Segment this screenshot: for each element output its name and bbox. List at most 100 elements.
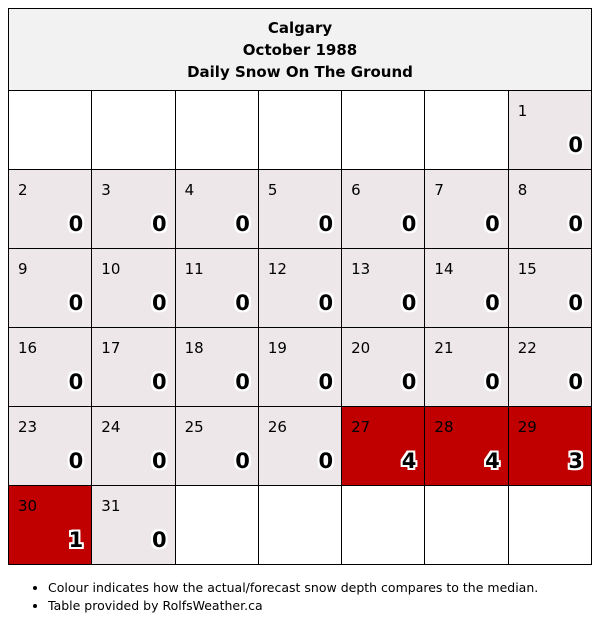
day-number: 7 [434, 181, 444, 199]
snow-depth-value: 0 [68, 212, 84, 236]
calendar-body: 1 0 2 0 3 0 4 0 5 0 6 0 7 0 8 0 9 0 10 0 11 0 12 0 13 0 14 0 15 0 16 0 1… [7, 90, 593, 565]
snow-depth-value: 0 [151, 212, 167, 236]
day-number: 13 [351, 260, 371, 278]
day-number: 24 [101, 418, 121, 436]
day-number: 26 [267, 418, 287, 436]
snow-depth-value: 0 [318, 212, 334, 236]
calendar-week-row: 9 0 10 0 11 0 12 0 13 0 14 0 15 0 [7, 248, 593, 328]
calendar-week-row: 30 1 31 0 [7, 485, 593, 565]
day-cell: 30 1 [7, 485, 93, 565]
snow-depth-value: 0 [568, 291, 583, 315]
day-number: 6 [351, 181, 361, 199]
snow-depth-value: 0 [568, 212, 583, 236]
day-number: 17 [101, 339, 121, 357]
day-cell: 28 4 [424, 406, 509, 486]
day-number: 1 [517, 102, 528, 120]
day-number: 2 [18, 181, 28, 199]
day-number: 22 [517, 339, 537, 357]
day-number: 27 [351, 418, 371, 436]
day-number: 5 [267, 181, 278, 199]
day-cell: 13 0 [341, 248, 426, 328]
day-cell: 14 0 [424, 248, 509, 328]
snow-depth-value: 0 [401, 212, 417, 236]
day-number: 4 [184, 181, 195, 199]
day-cell: 29 3 [507, 406, 593, 486]
calendar-header: Calgary October 1988 Daily Snow On The G… [8, 8, 592, 91]
day-number: 29 [517, 418, 537, 436]
snow-depth-value: 4 [401, 449, 417, 473]
snow-depth-value: 0 [68, 370, 84, 394]
snow-depth-value: 0 [485, 370, 500, 394]
snow-depth-value: 0 [151, 291, 167, 315]
empty-cell [424, 90, 509, 170]
day-number: 8 [517, 181, 528, 199]
day-number: 12 [267, 260, 287, 278]
empty-cell [174, 90, 259, 170]
snow-depth-value: 0 [235, 291, 250, 315]
snow-depth-value: 0 [401, 370, 417, 394]
snow-depth-value: 0 [235, 212, 250, 236]
calendar-week-row: 23 0 24 0 25 0 26 0 27 4 28 4 29 3 [7, 406, 593, 486]
day-cell: 17 0 [91, 327, 176, 407]
snow-depth-value: 0 [485, 212, 500, 236]
note-colour-legend: Colour indicates how the actual/forecast… [48, 579, 592, 597]
day-cell: 26 0 [257, 406, 343, 486]
notes-list: Colour indicates how the actual/forecast… [8, 579, 592, 615]
day-number: 23 [18, 418, 38, 436]
snow-depth-value: 0 [68, 449, 84, 473]
snow-depth-value: 1 [68, 528, 84, 552]
empty-cell [341, 485, 426, 565]
empty-cell [424, 485, 509, 565]
day-number: 3 [101, 181, 111, 199]
day-number: 11 [184, 260, 204, 278]
empty-cell [174, 485, 259, 565]
month-title: October 1988 [242, 40, 358, 59]
snow-depth-value: 0 [318, 291, 334, 315]
day-cell: 16 0 [7, 327, 93, 407]
day-cell: 15 0 [507, 248, 593, 328]
snow-depth-value: 0 [151, 370, 167, 394]
day-number: 15 [517, 260, 537, 278]
snow-calendar-table: Calgary October 1988 Daily Snow On The G… [7, 8, 593, 565]
calendar-container: Calgary October 1988 Daily Snow On The G… [7, 8, 593, 615]
day-number: 14 [434, 260, 454, 278]
snow-depth-value: 0 [318, 449, 334, 473]
empty-cell [7, 90, 93, 170]
snow-depth-value: 0 [151, 449, 167, 473]
snow-depth-value: 0 [318, 370, 334, 394]
snow-depth-value: 4 [485, 449, 500, 473]
snow-depth-value: 3 [568, 449, 583, 473]
day-cell: 19 0 [257, 327, 343, 407]
day-cell: 18 0 [174, 327, 259, 407]
day-number: 16 [18, 339, 38, 357]
day-number: 18 [184, 339, 204, 357]
day-number: 10 [101, 260, 121, 278]
day-cell: 21 0 [424, 327, 509, 407]
empty-cell [257, 90, 343, 170]
city-title: Calgary [267, 18, 333, 37]
empty-cell [257, 485, 343, 565]
empty-cell [91, 90, 176, 170]
day-number: 28 [434, 418, 454, 436]
empty-cell [341, 90, 426, 170]
snow-depth-value: 0 [151, 528, 167, 552]
day-cell: 23 0 [7, 406, 93, 486]
snow-depth-value: 0 [235, 449, 250, 473]
day-cell: 20 0 [341, 327, 426, 407]
day-cell: 22 0 [507, 327, 593, 407]
metric-title: Daily Snow On The Ground [187, 62, 413, 81]
snow-depth-value: 0 [568, 133, 583, 157]
day-cell: 12 0 [257, 248, 343, 328]
day-number: 21 [434, 339, 454, 357]
